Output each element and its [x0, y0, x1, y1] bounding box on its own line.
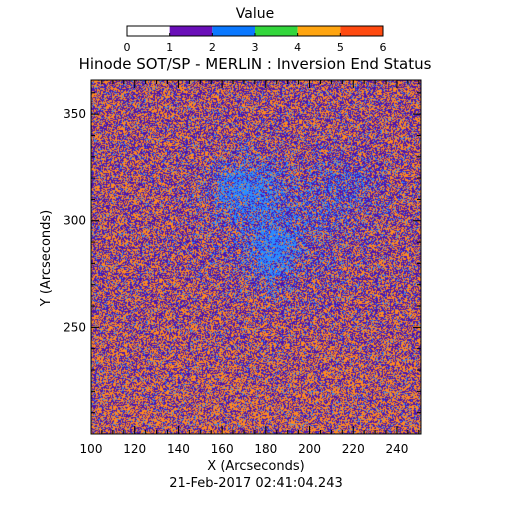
- y-tick-label: 250: [63, 320, 86, 334]
- plot-frame: [90, 79, 422, 435]
- y-axis-label: Y (Arcseconds): [39, 210, 54, 307]
- colorbar-tick-label: 4: [294, 41, 301, 54]
- colorbar-swatch-0: [127, 26, 170, 36]
- colorbar-tick-label: 2: [209, 41, 216, 54]
- colorbar-tick-label: 5: [337, 41, 344, 54]
- x-tick-label: 180: [254, 442, 277, 456]
- colorbar-tick-label: 3: [252, 41, 259, 54]
- colorbar-swatch-2: [212, 26, 255, 36]
- colorbar-swatch-5: [340, 26, 383, 36]
- x-tick-label: 200: [298, 442, 321, 456]
- y-axis: 250 300 350: [63, 92, 421, 435]
- x-tick-label: 100: [80, 442, 103, 456]
- colorbar: Value 0 1 2 3 4 5 6: [124, 6, 387, 54]
- colorbar-label: Value: [236, 6, 274, 22]
- colorbar-swatch-4: [297, 26, 341, 36]
- x-axis-label: X (Arcseconds): [207, 459, 304, 474]
- timestamp: 21-Feb-2017 02:41:04.243: [169, 476, 343, 491]
- x-tick-label: 240: [386, 442, 409, 456]
- x-axis: 100 120 140 160 180 200 220 240: [80, 80, 420, 456]
- x-tick-label: 160: [211, 442, 234, 456]
- y-tick-label: 350: [63, 107, 86, 121]
- x-tick-label: 120: [123, 442, 146, 456]
- colorbar-tick-label: 0: [124, 41, 131, 54]
- x-tick-label: 140: [167, 442, 190, 456]
- chart-title: Hinode SOT/SP - MERLIN : Inversion End S…: [79, 55, 432, 73]
- heatmap-image: [91, 80, 421, 434]
- x-tick-label: 220: [342, 442, 365, 456]
- colorbar-tick-label: 6: [380, 41, 387, 54]
- colorbar-swatch-3: [255, 26, 298, 36]
- colorbar-tick-label: 1: [166, 41, 173, 54]
- y-tick-label: 300: [63, 214, 86, 228]
- colorbar-ticks: 0 1 2 3 4 5 6: [124, 33, 387, 54]
- colorbar-swatch-1: [169, 26, 213, 36]
